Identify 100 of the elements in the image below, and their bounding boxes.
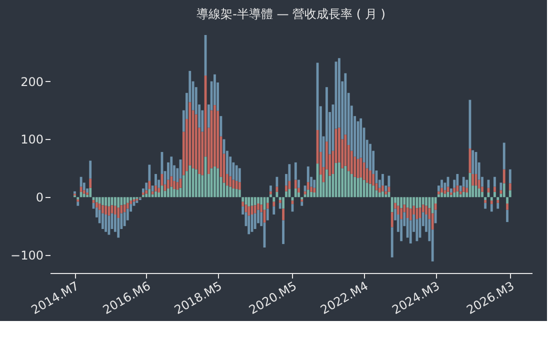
bar: [235, 180, 238, 190]
bar: [440, 192, 443, 198]
bar: [326, 169, 328, 198]
y-tick-label: −100: [10, 248, 44, 263]
bar: [216, 168, 219, 198]
bar: [126, 197, 129, 203]
bar: [82, 190, 86, 194]
bar: [306, 190, 310, 198]
bar: [490, 200, 493, 204]
bar: [282, 197, 284, 209]
bar: [306, 166, 310, 182]
bar: [270, 186, 272, 192]
bar: [300, 199, 304, 202]
bar: [494, 192, 496, 198]
bar: [123, 204, 126, 212]
bar: [102, 205, 104, 214]
bar: [266, 202, 269, 209]
bar: [388, 186, 390, 192]
bar: [98, 197, 101, 204]
bar: [148, 189, 151, 198]
bar: [117, 218, 120, 238]
bar: [466, 188, 468, 193]
bar: [384, 194, 388, 198]
bar: [416, 208, 418, 220]
bar: [369, 144, 372, 171]
bar: [173, 189, 176, 198]
bar: [76, 199, 80, 202]
bar: [369, 184, 372, 198]
bar: [238, 190, 241, 198]
bar: [151, 186, 154, 192]
bar: [508, 169, 512, 184]
bar: [484, 197, 486, 200]
bar: [496, 197, 500, 200]
bar: [102, 213, 104, 229]
bar: [272, 197, 276, 202]
bar: [484, 200, 486, 203]
bar: [266, 208, 269, 220]
bar: [214, 105, 216, 166]
bar: [425, 197, 428, 206]
bar: [76, 202, 80, 206]
bar: [145, 182, 148, 190]
bar: [130, 197, 132, 201]
bar: [382, 174, 384, 186]
bar: [89, 178, 92, 188]
bar: [98, 204, 101, 210]
bar: [154, 191, 157, 198]
bar: [154, 174, 157, 186]
bar: [294, 162, 297, 180]
bar: [508, 183, 512, 190]
bar: [74, 191, 76, 194]
bar: [502, 183, 506, 198]
bar: [117, 208, 120, 218]
bar: [496, 200, 500, 203]
bar: [235, 165, 238, 181]
y-tick-label: 200: [20, 74, 44, 89]
bar: [409, 208, 412, 220]
bar: [123, 197, 126, 205]
bar: [508, 190, 512, 198]
bar: [369, 170, 372, 184]
bar: [466, 180, 468, 188]
bar: [409, 197, 412, 209]
bar: [89, 188, 92, 198]
bar: [403, 197, 406, 205]
bar: [210, 168, 213, 198]
bar: [484, 202, 486, 209]
bar: [298, 192, 300, 198]
bar: [360, 158, 362, 178]
bar: [344, 166, 347, 198]
bar: [96, 202, 98, 208]
bar: [382, 186, 384, 192]
bar: [298, 180, 300, 188]
bar: [490, 204, 493, 212]
bar: [450, 188, 452, 193]
y-tick-label: 0: [36, 190, 44, 205]
bar: [123, 212, 126, 226]
bar: [431, 197, 434, 214]
bar: [288, 180, 291, 190]
y-tick-label: 100: [20, 132, 44, 147]
bar: [294, 180, 297, 188]
bar: [229, 176, 232, 187]
bar: [167, 188, 170, 198]
bar: [372, 186, 375, 198]
bar: [285, 191, 288, 198]
bar: [481, 192, 484, 198]
bar: [459, 194, 462, 198]
bar: [444, 194, 446, 198]
bar: [173, 180, 176, 190]
bar: [182, 175, 185, 198]
bar: [440, 180, 443, 188]
bar: [148, 164, 151, 181]
bar: [198, 174, 200, 198]
bar: [102, 197, 104, 206]
bar: [96, 197, 98, 202]
bar: [82, 194, 86, 198]
bar: [390, 227, 394, 258]
bar: [257, 204, 260, 210]
bar: [313, 180, 316, 188]
bar: [502, 142, 506, 170]
bar: [278, 200, 282, 203]
bar: [502, 169, 506, 184]
